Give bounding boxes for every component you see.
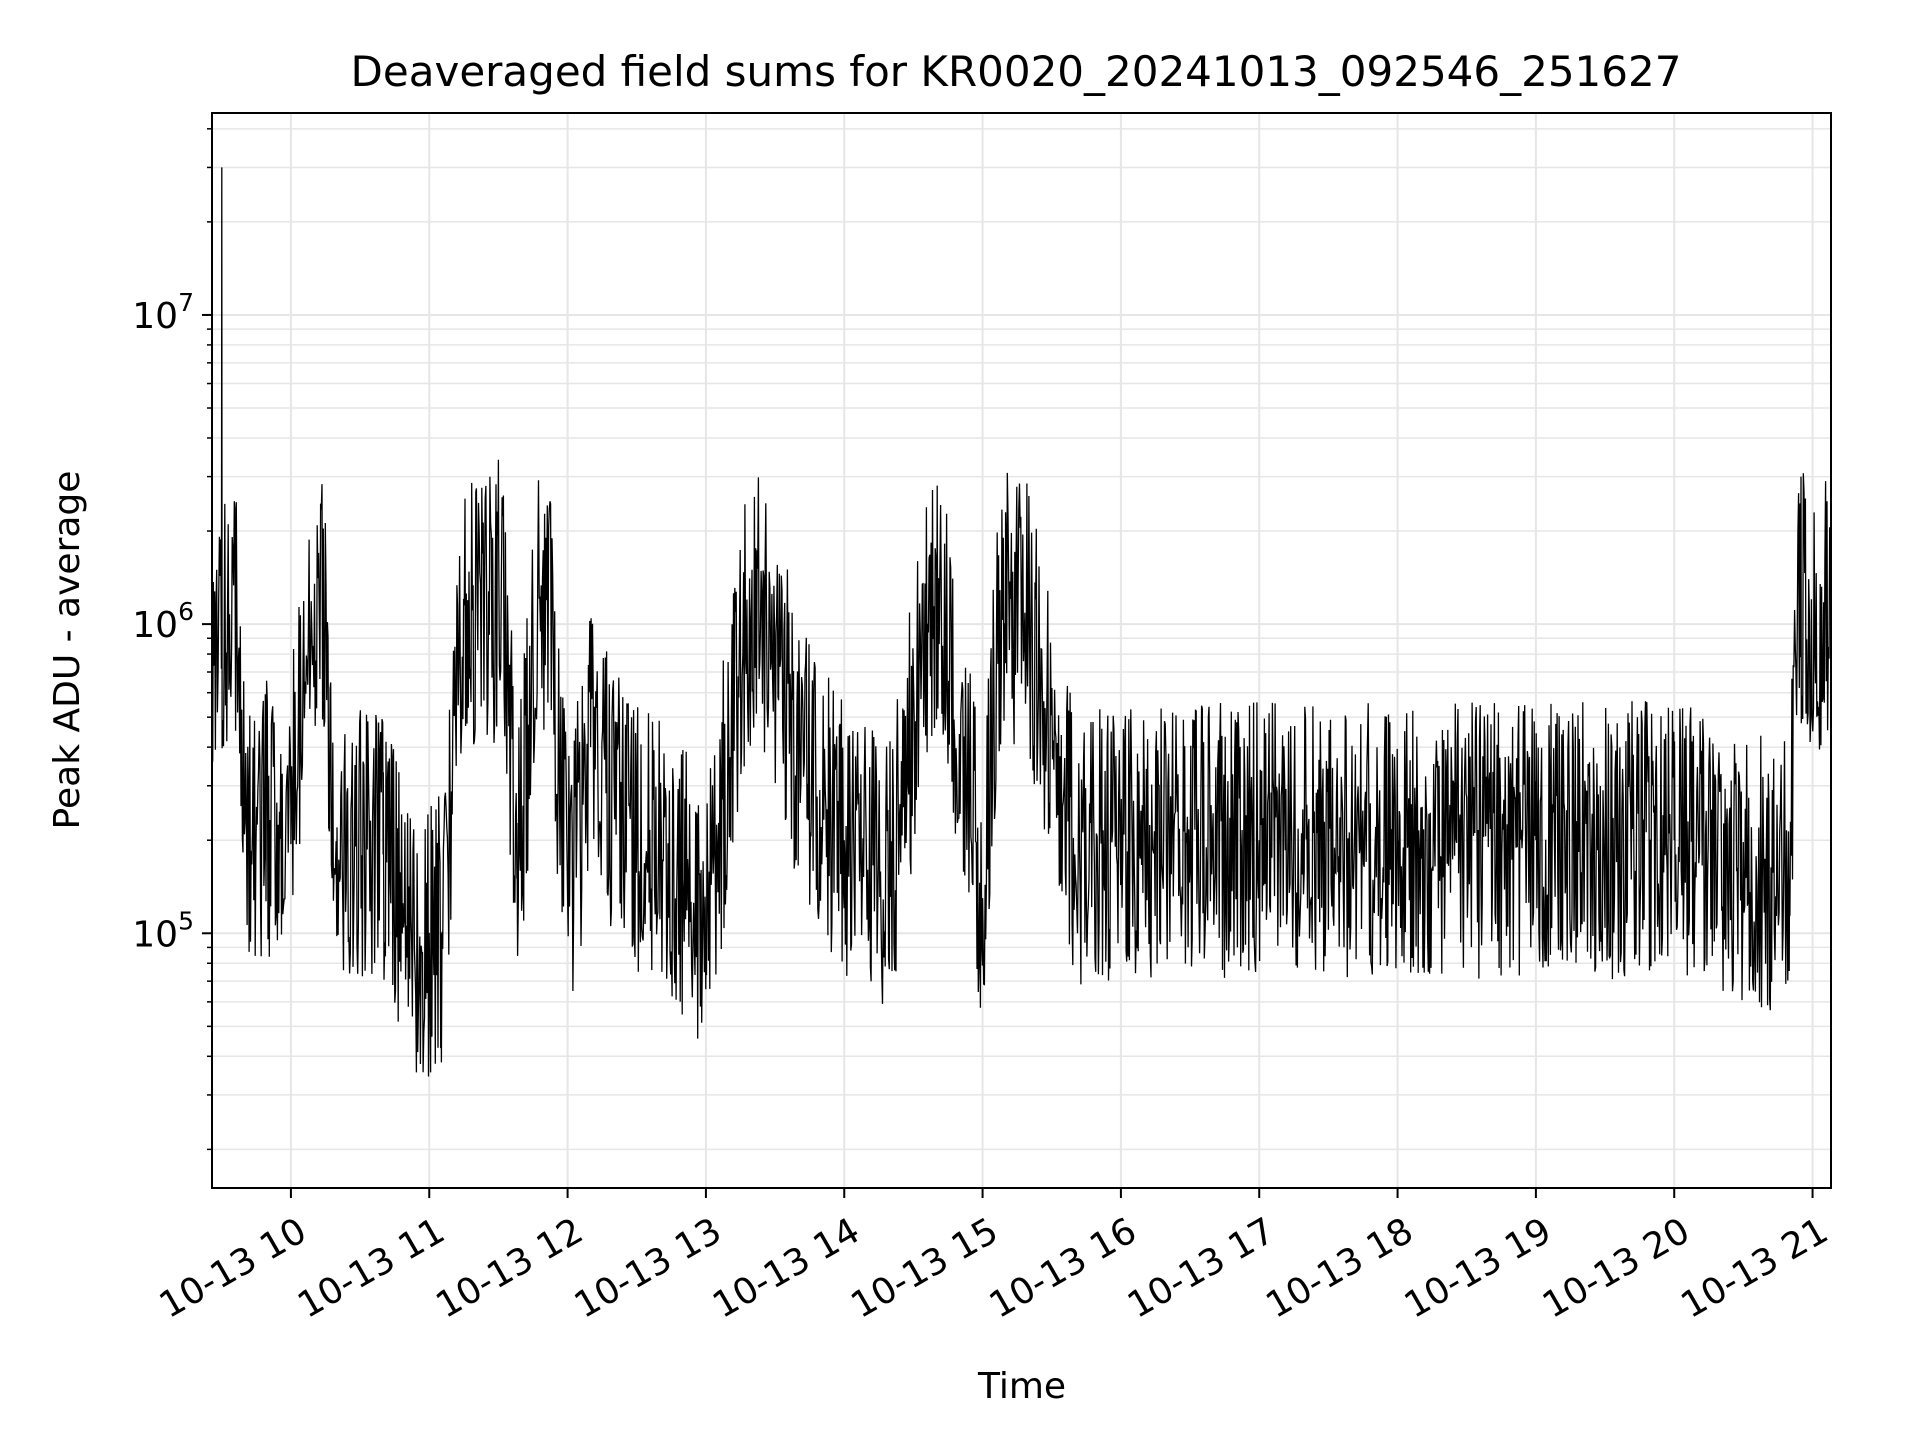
series-line [211, 167, 1832, 1077]
x-axis-label: Time [977, 1366, 1066, 1407]
y-axis-ticks: 105 106 107 [132, 128, 212, 1151]
plot-frame [211, 112, 1832, 1189]
y-tick-label: 106 [132, 597, 194, 646]
chart-title: Deaveraged field sums for KR0020_2024101… [351, 47, 1682, 96]
y-tick-label: 105 [132, 906, 194, 955]
y-axis-label: Peak ADU - average [47, 471, 88, 830]
y-tick-label: 107 [132, 288, 194, 337]
data-series [211, 167, 1832, 1077]
